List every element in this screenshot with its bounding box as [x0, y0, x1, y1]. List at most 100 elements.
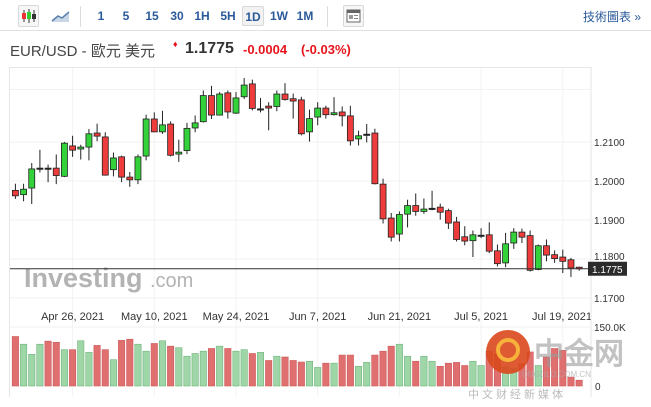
x-tick-label: Jun 21, 2021 [368, 311, 432, 323]
last-price-tag-label: 1.1775 [592, 265, 623, 276]
volume-bar [175, 347, 183, 387]
volume-bar [167, 345, 175, 387]
volume-bar [371, 354, 379, 387]
volume-bar [256, 352, 264, 387]
interval-1h[interactable]: 1H [194, 9, 210, 23]
volume-bar [191, 353, 199, 387]
candle-body [322, 107, 330, 116]
cngold-tagline: 中文财经新媒体 [468, 387, 566, 401]
volume-bar [363, 362, 371, 387]
candle-body [559, 256, 567, 262]
interval-5[interactable]: 5 [122, 9, 130, 23]
volume-bar [551, 348, 559, 387]
cngold-logo-swirl [496, 338, 520, 362]
y-tick-label: 1.1900 [594, 216, 625, 227]
candlestick-chart-button[interactable] [18, 5, 39, 27]
candle-body [142, 118, 150, 157]
toolbar-divider [327, 6, 328, 27]
y-tick-label: 1.2000 [594, 177, 625, 188]
candle-body [387, 217, 395, 238]
candle-body [248, 83, 256, 109]
volume-bar [77, 340, 85, 387]
candle-body [346, 115, 354, 142]
candle-body [265, 105, 273, 109]
volume-bar [306, 360, 314, 387]
volume-bar [330, 362, 338, 387]
volume-bar [469, 360, 477, 387]
candle-body [502, 243, 510, 264]
volume-bar [387, 345, 395, 387]
candle-body [330, 112, 338, 116]
toolbar-divider [80, 6, 81, 27]
volume-bar [85, 352, 93, 387]
volume-bar [126, 338, 134, 387]
volume-bar [142, 350, 150, 387]
line-chart-button[interactable] [50, 7, 72, 25]
volume-bar [52, 342, 60, 387]
candle-body [534, 245, 542, 270]
volume-bar [109, 359, 117, 387]
candle-body [273, 93, 281, 107]
candle-body [175, 151, 183, 155]
price-change-percent: (-0.03%) [301, 42, 351, 57]
volume-bar [420, 355, 428, 387]
candle-body [306, 118, 313, 133]
interval-1[interactable]: 1 [97, 9, 105, 23]
candle-body [150, 118, 158, 133]
volume-bar [134, 343, 142, 387]
candle-body [453, 221, 460, 240]
news-icon [346, 9, 361, 23]
candle-body [412, 205, 420, 212]
volume-bar [436, 365, 444, 387]
candle-body [93, 132, 101, 137]
candle-body [395, 214, 403, 235]
candle-body [61, 142, 68, 177]
candle-body [461, 236, 469, 242]
candle-body [485, 234, 493, 252]
interval-15[interactable]: 15 [145, 9, 159, 23]
volume-bar [477, 365, 485, 387]
volume-bar [297, 361, 305, 387]
news-button[interactable] [343, 5, 364, 27]
x-tick-label: Jul 19, 2021 [532, 311, 592, 323]
candle-body [567, 259, 575, 269]
last-price-tag [588, 261, 627, 276]
volume-bar [93, 345, 101, 387]
volume-bar [101, 349, 109, 387]
quote-header: EUR/USD - 歐元 美元 ♦ 1.1775 -0.0004 (-0.03%… [10, 39, 351, 60]
y-tick-label: 1.2100 [594, 138, 625, 149]
interval-5h[interactable]: 5H [220, 9, 236, 23]
technical-chart-link[interactable]: 技術圖表 » [582, 10, 641, 24]
volume-bar [183, 355, 191, 387]
candle-body [52, 167, 60, 176]
interval-30[interactable]: 30 [170, 9, 184, 23]
chart-toolbar: 1 5 15 30 1H 5H 1D 1W 1M 技術圖表 » [0, 0, 651, 31]
cngold-logo-icon [486, 330, 530, 374]
volume-bar [60, 349, 68, 387]
volume-bar [118, 340, 126, 387]
price-change: -0.0004 [243, 42, 288, 57]
volume-tick-label: 150.0K [594, 323, 626, 334]
candle-body [167, 123, 175, 156]
candle-body [338, 111, 346, 117]
cngold-watermark: 中金网 [534, 337, 624, 372]
candle-body [469, 234, 477, 242]
volume-bar [575, 379, 583, 387]
candle-body [126, 176, 134, 181]
volume-bar [355, 365, 363, 387]
interval-1m[interactable]: 1M [296, 9, 314, 23]
volume-bar [11, 336, 19, 387]
volume-bar [289, 360, 297, 387]
arrow-down-icon: ♦ [173, 39, 178, 49]
candle-body [101, 136, 109, 176]
volume-bar [444, 362, 452, 387]
interval-1w[interactable]: 1W [270, 9, 288, 23]
volume-bar [346, 354, 354, 387]
candle-body [543, 245, 550, 256]
x-tick-label: May 24, 2021 [203, 311, 270, 323]
volume-bar [248, 353, 256, 387]
interval-1d[interactable]: 1D [242, 6, 264, 26]
volume-bar [526, 351, 534, 387]
candle-body [191, 122, 199, 129]
